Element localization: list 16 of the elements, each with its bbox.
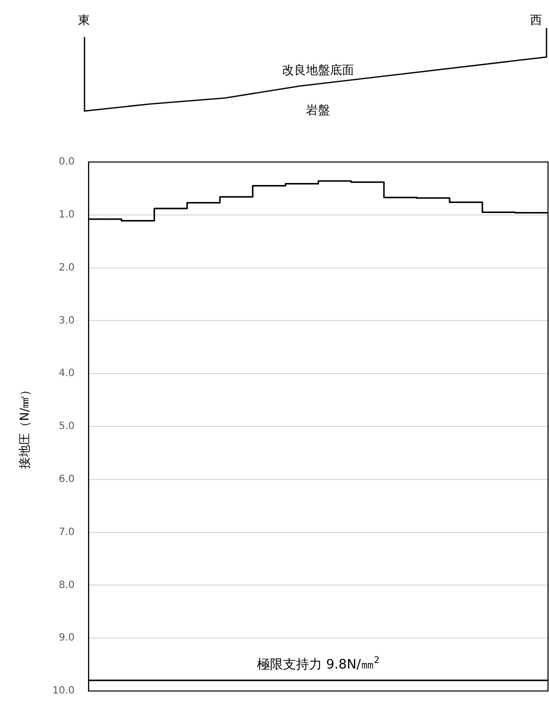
y-tick-label: 0.0 [58, 156, 75, 168]
y-tick-label: 1.0 [58, 209, 75, 220]
y-tick-label: 7.0 [58, 526, 75, 538]
text: 西 [530, 12, 542, 29]
y-tick-label: 3.0 [58, 315, 75, 326]
y-tick-label: 9.0 [58, 632, 75, 644]
y-tick-label: 8.0 [58, 580, 75, 591]
y-tick-label: 2.0 [58, 262, 75, 274]
y-tick-label: 4.0 [58, 368, 75, 380]
text: 東 [78, 12, 90, 29]
text: 岩盤 [306, 102, 330, 119]
text: 改良地盤底面 [282, 62, 354, 79]
y-axis-title: 接地圧（N/㎟） [17, 384, 32, 470]
y-tick-label: 5.0 [58, 421, 75, 432]
y-tick-label: 6.0 [58, 474, 75, 485]
y-tick-label: 10.0 [52, 686, 75, 697]
